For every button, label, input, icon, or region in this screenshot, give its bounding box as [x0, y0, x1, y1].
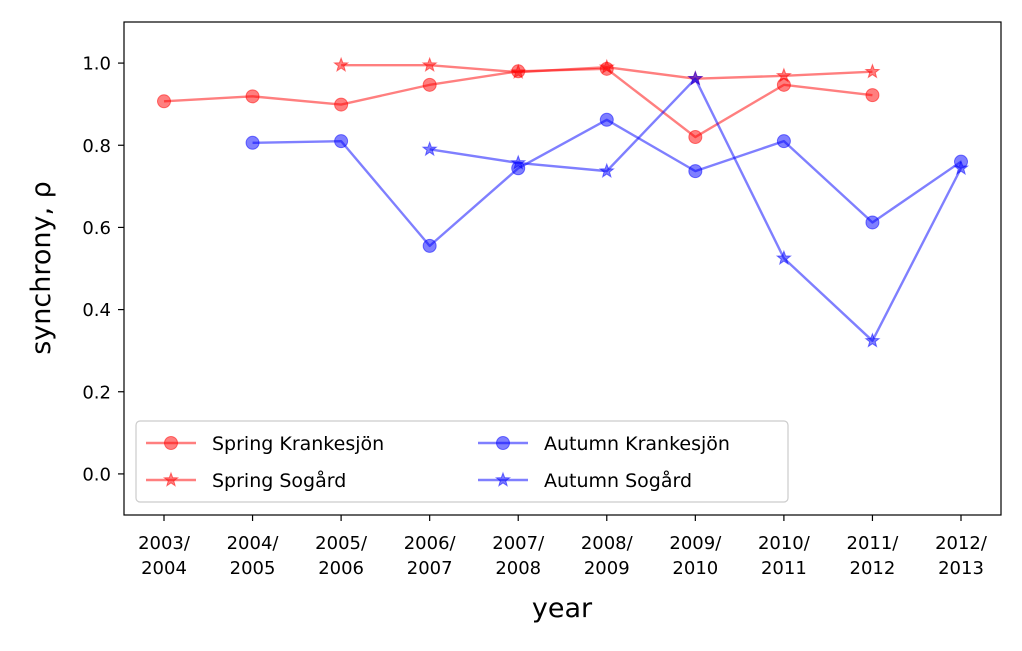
y-tick-label: 0.4 — [82, 300, 111, 321]
data-point — [598, 162, 615, 178]
legend-item: Spring Krankesjön — [146, 433, 384, 455]
data-point — [776, 134, 791, 149]
data-point — [775, 67, 792, 83]
x-tick-label: 2004/2005 — [227, 533, 280, 579]
legend-marker — [162, 471, 180, 487]
legend-marker — [496, 436, 510, 450]
x-tick-label: 2005/2006 — [315, 533, 368, 579]
x-tick-label: 2006/2007 — [404, 533, 457, 579]
legend-label: Autumn Krankesjön — [544, 433, 730, 455]
data-point — [421, 140, 438, 157]
x-axis-title: year — [532, 593, 593, 624]
y-tick-label: 0.8 — [82, 136, 111, 157]
x-tick-label: 2007/2008 — [492, 533, 545, 579]
data-point — [510, 154, 527, 170]
data-point — [245, 135, 260, 150]
data-point — [333, 56, 350, 72]
legend: Spring Krankesjön Spring Sogård Autumn Kra… — [135, 420, 789, 503]
x-tick-label: 2009/2010 — [669, 533, 722, 579]
x-tick-label: 2012/2013 — [935, 533, 988, 579]
y-axis-title: synchrony, ρ — [26, 181, 57, 355]
series-3 — [245, 112, 968, 253]
legend-label: Autumn Sogård — [544, 469, 692, 492]
data-point — [334, 134, 349, 149]
data-point — [776, 77, 791, 92]
plot-frame — [123, 21, 1002, 516]
y-tick-label: 0.0 — [82, 464, 111, 485]
x-tick-label: 2003/2004 — [138, 533, 191, 579]
axes-layer: 2003/2004 2004/2005 2005/2006 2006/2007 2007… — [82, 54, 988, 579]
legend-label: Spring Sogård — [212, 469, 346, 492]
data-point — [688, 164, 703, 179]
data-point — [422, 77, 437, 92]
data-point — [245, 89, 260, 104]
x-tick-label: 2010/2011 — [758, 533, 811, 579]
series-4 — [421, 70, 970, 348]
data-point — [864, 63, 881, 79]
data-point — [334, 97, 349, 112]
data-point — [865, 88, 880, 103]
data-point — [775, 249, 792, 266]
y-tick-label: 1.0 — [82, 54, 111, 75]
series-layer — [157, 56, 970, 348]
x-tick-label: 2011/2012 — [847, 533, 900, 579]
y-tick-label: 0.2 — [82, 382, 111, 403]
data-point — [510, 63, 527, 79]
data-point — [865, 215, 880, 230]
x-tick-label: 2008/2009 — [581, 533, 634, 579]
legend-label: Spring Krankesjön — [212, 433, 384, 455]
legend-item: Autumn Sogård — [478, 469, 692, 492]
legend-item: Spring Sogård — [146, 469, 346, 492]
data-point — [864, 332, 881, 348]
legend-marker — [164, 436, 178, 450]
data-point — [157, 94, 171, 109]
legend-item: Autumn Krankesjön — [478, 433, 730, 455]
data-point — [688, 130, 703, 145]
legend-marker — [494, 471, 512, 487]
data-point — [599, 112, 614, 127]
data-point — [952, 159, 970, 176]
data-point — [687, 70, 704, 86]
legend-box — [135, 420, 789, 503]
data-point — [421, 56, 438, 72]
y-tick-label: 0.6 — [82, 218, 111, 239]
data-point — [598, 58, 615, 75]
data-point — [422, 238, 437, 253]
